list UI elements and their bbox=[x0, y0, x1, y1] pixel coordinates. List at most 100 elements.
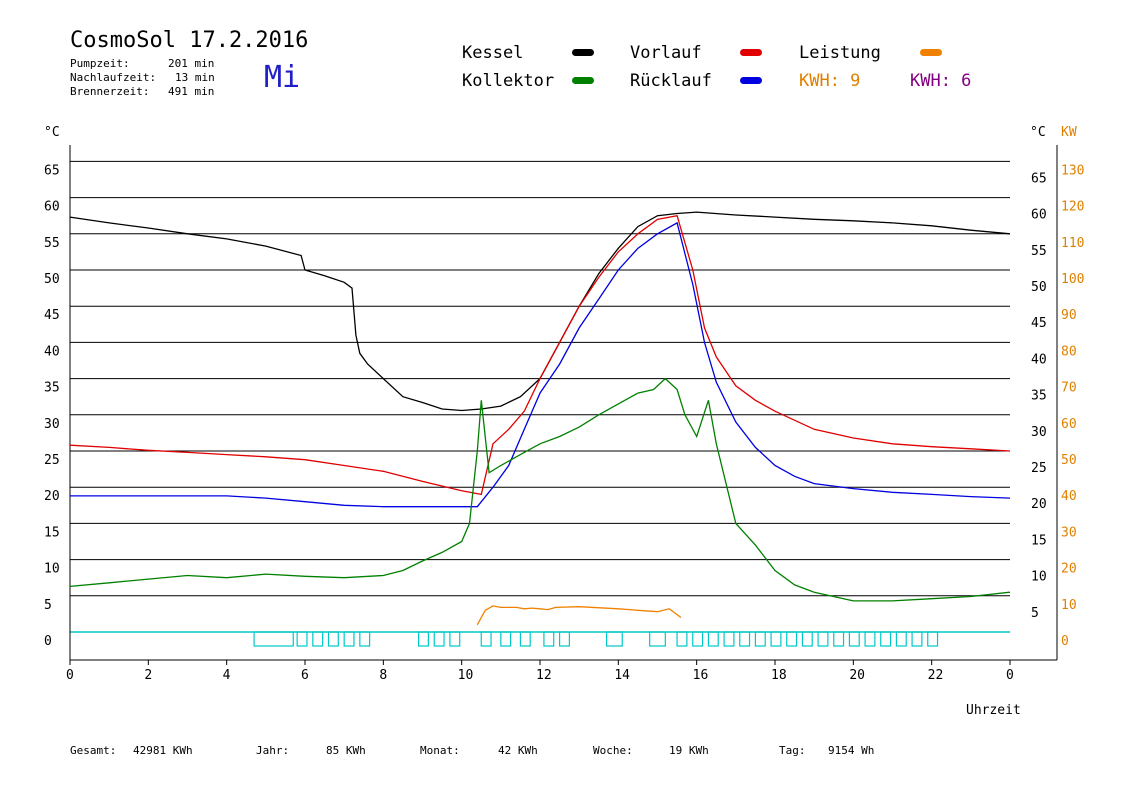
legend-leistung-label: Leistung bbox=[799, 43, 881, 63]
series-line-2 bbox=[69, 214, 1011, 496]
x-tick-label: 16 bbox=[693, 668, 709, 683]
x-tick-label: 18 bbox=[771, 668, 787, 683]
pump-state-box bbox=[519, 631, 531, 647]
legend-kwh-orange: KWH: 9 bbox=[799, 71, 861, 91]
pump-state-box bbox=[864, 631, 876, 647]
footer-woche-label: Woche: bbox=[593, 744, 633, 757]
pump-state-box bbox=[739, 631, 751, 647]
legend-vorlauf-swatch bbox=[740, 49, 762, 56]
pump-state-box bbox=[692, 631, 704, 647]
pump-state-box bbox=[359, 631, 371, 647]
x-tick-label: 10 bbox=[458, 668, 474, 683]
y-tick-label-left: 40 bbox=[44, 344, 60, 359]
x-tick-label: 8 bbox=[379, 668, 387, 683]
y-tick-label-left: 55 bbox=[44, 236, 60, 251]
y-tick-label-kw: 10 bbox=[1061, 598, 1077, 613]
footer-tag-value: 9154 Wh bbox=[828, 744, 875, 757]
y-tick-label-kw: 120 bbox=[1061, 200, 1084, 215]
y-tick-label-kw: 50 bbox=[1061, 453, 1077, 468]
y-tick-label-kw: 70 bbox=[1061, 381, 1077, 396]
y-tick-label-kw: 80 bbox=[1061, 344, 1077, 359]
legend-kessel-label: Kessel bbox=[462, 43, 524, 63]
y-tick-label-kw: 0 bbox=[1061, 634, 1069, 649]
y-tick-label-right: 40 bbox=[1031, 352, 1047, 367]
footer-tag-label: Tag: bbox=[779, 744, 806, 757]
y-tick-label-left: 20 bbox=[44, 489, 60, 504]
pump-state-box bbox=[817, 631, 829, 647]
legend-kollektor-swatch bbox=[572, 77, 594, 84]
pump-state-box bbox=[500, 631, 512, 647]
pump-state-box bbox=[312, 631, 324, 647]
pump-state-box bbox=[558, 631, 570, 647]
x-tick-label: 14 bbox=[614, 668, 630, 683]
pump-state-box bbox=[676, 631, 688, 647]
y-tick-label-kw: 30 bbox=[1061, 525, 1077, 540]
x-tick-label: 6 bbox=[301, 668, 309, 683]
y-tick-label-right: 30 bbox=[1031, 425, 1047, 440]
x-tick-label: 4 bbox=[223, 668, 231, 683]
series-line-5 bbox=[476, 605, 682, 626]
pump-state-box bbox=[927, 631, 939, 647]
pump-state-box bbox=[327, 631, 339, 647]
y-tick-label-right: 15 bbox=[1031, 533, 1047, 548]
y-tick-label-right: 65 bbox=[1031, 171, 1047, 186]
x-tick-label: 2 bbox=[144, 668, 152, 683]
legend-kwh-purple: KWH: 6 bbox=[910, 71, 972, 91]
legend-kessel-swatch bbox=[572, 49, 594, 56]
y-tick-label-left: 35 bbox=[44, 381, 60, 396]
x-tick-label: 20 bbox=[849, 668, 865, 683]
y-tick-label-right: 55 bbox=[1031, 244, 1047, 259]
pump-state-box bbox=[833, 631, 845, 647]
pump-state-box bbox=[723, 631, 735, 647]
y-axis-unit-left: °C bbox=[44, 125, 60, 140]
series-line-3 bbox=[70, 221, 1011, 508]
stat-nachlaufzeit-label: Nachlaufzeit: bbox=[70, 71, 157, 84]
legend-vorlauf-label: Vorlauf bbox=[630, 43, 702, 63]
y-tick-label-right: 50 bbox=[1031, 280, 1047, 295]
y-tick-label-left: 65 bbox=[44, 163, 60, 178]
stat-nachlaufzeit-value: 13 min bbox=[175, 71, 215, 84]
y-tick-label-kw: 100 bbox=[1061, 272, 1084, 287]
y-axis-unit-right: °C bbox=[1030, 125, 1046, 140]
x-tick-label: 12 bbox=[536, 668, 552, 683]
pump-state-box bbox=[605, 631, 623, 647]
series-line-4 bbox=[69, 377, 1011, 602]
y-tick-label-right: 60 bbox=[1031, 208, 1047, 223]
y-tick-label-kw: 60 bbox=[1061, 417, 1077, 432]
pump-state-box bbox=[543, 631, 555, 647]
chart-title: CosmoSol 17.2.2016 bbox=[70, 28, 309, 53]
pump-state-box bbox=[343, 631, 355, 647]
y-tick-label-right: 35 bbox=[1031, 389, 1047, 404]
pump-state-box bbox=[480, 631, 492, 647]
pump-state-box bbox=[754, 631, 766, 647]
stat-pumpzeit-value: 201 min bbox=[168, 57, 215, 70]
legend-leistung-swatch bbox=[920, 49, 942, 56]
x-tick-label: 22 bbox=[928, 668, 944, 683]
pump-state-box bbox=[801, 631, 813, 647]
x-tick-label: 0 bbox=[1006, 668, 1014, 683]
pump-state-box bbox=[895, 631, 907, 647]
pump-state-box bbox=[786, 631, 798, 647]
y-tick-label-left: 30 bbox=[44, 417, 60, 432]
y-tick-label-kw: 20 bbox=[1061, 562, 1077, 577]
pump-state-box bbox=[707, 631, 719, 647]
weekday-label: Mi bbox=[264, 60, 301, 95]
pump-state-box bbox=[433, 631, 445, 647]
x-axis-title: Uhrzeit bbox=[966, 703, 1021, 718]
y-tick-label-kw: 130 bbox=[1061, 163, 1084, 178]
legend-kollektor-label: Kollektor bbox=[462, 71, 555, 91]
footer-monat-value: 42 KWh bbox=[498, 744, 538, 757]
y-tick-label-left: 45 bbox=[44, 308, 60, 323]
pump-state-box bbox=[911, 631, 923, 647]
y-tick-label-right: 45 bbox=[1031, 316, 1047, 331]
y-tick-label-left: 50 bbox=[44, 272, 60, 287]
legend-ruecklauf-label: Rücklauf bbox=[630, 71, 712, 91]
footer-gesamt-label: Gesamt: bbox=[70, 744, 117, 757]
pump-state-box bbox=[296, 631, 308, 647]
y-tick-label-right: 20 bbox=[1031, 497, 1047, 512]
stat-brennerzeit-label: Brennerzeit: bbox=[70, 85, 150, 98]
footer-jahr-value: 85 KWh bbox=[326, 744, 366, 757]
stat-pumpzeit-label: Pumpzeit: bbox=[70, 57, 130, 70]
y-tick-label-left: 5 bbox=[44, 598, 52, 613]
